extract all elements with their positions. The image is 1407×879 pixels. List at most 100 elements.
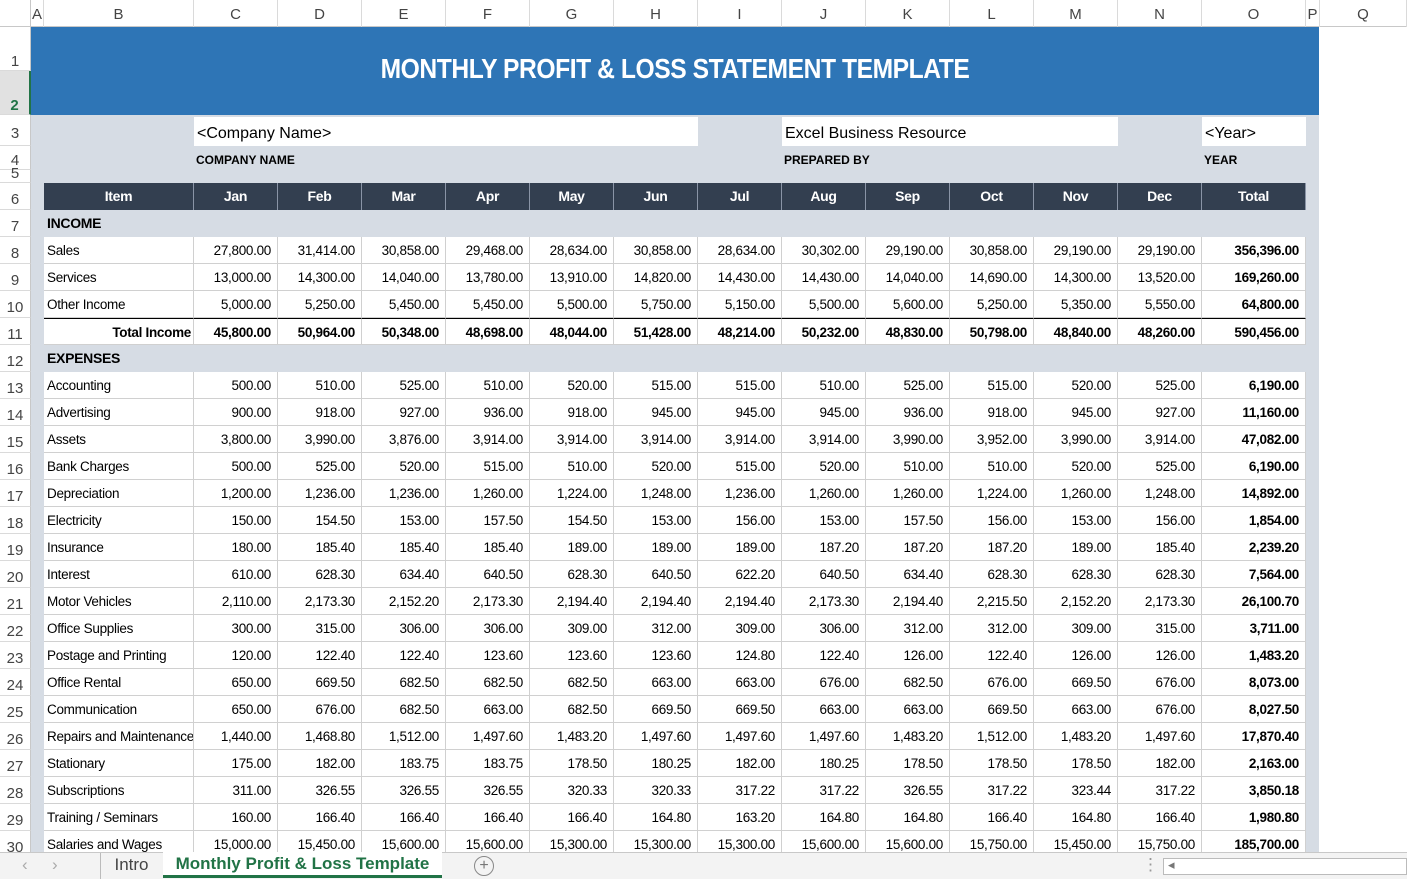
expense-row-cell[interactable]: 682.50 xyxy=(530,669,614,696)
expense-row-cell[interactable]: 320.33 xyxy=(614,777,698,804)
expense-row-cell[interactable]: 126.00 xyxy=(1034,642,1118,669)
expense-row-cell[interactable]: 2,173.30 xyxy=(782,588,866,615)
expense-row-cell[interactable]: 669.50 xyxy=(1034,669,1118,696)
row-header-27[interactable]: 27 xyxy=(0,750,31,777)
expense-row-cell[interactable]: 309.00 xyxy=(1034,615,1118,642)
expense-row-cell[interactable]: 1,483.20 xyxy=(1202,642,1306,669)
expense-row-cell[interactable]: 185.40 xyxy=(1118,534,1202,561)
expense-row-cell[interactable]: 669.50 xyxy=(278,669,362,696)
expense-row-cell[interactable]: 166.40 xyxy=(950,804,1034,831)
expense-row-cell[interactable]: 918.00 xyxy=(950,399,1034,426)
expense-row-cell[interactable]: 2,194.40 xyxy=(614,588,698,615)
expense-row-cell[interactable]: 510.00 xyxy=(950,453,1034,480)
expense-row-label[interactable]: Training / Seminars xyxy=(44,804,194,831)
expense-row-cell[interactable]: 183.75 xyxy=(446,750,530,777)
income-row-cell[interactable]: 30,858.00 xyxy=(950,237,1034,264)
expense-row-cell[interactable]: 945.00 xyxy=(698,399,782,426)
expense-row-cell[interactable]: 515.00 xyxy=(446,453,530,480)
expense-row-cell[interactable]: 927.00 xyxy=(1118,399,1202,426)
expense-row-cell[interactable]: 185.40 xyxy=(446,534,530,561)
expense-row-cell[interactable]: 2,239.20 xyxy=(1202,534,1306,561)
column-header-N[interactable]: N xyxy=(1118,0,1202,27)
income-row-label[interactable]: Services xyxy=(44,264,194,291)
expense-row-cell[interactable]: 520.00 xyxy=(614,453,698,480)
expense-row-cell[interactable]: 628.30 xyxy=(1118,561,1202,588)
expense-row-cell[interactable]: 676.00 xyxy=(278,696,362,723)
income-row-cell[interactable]: 64,800.00 xyxy=(1202,291,1306,318)
column-header-I[interactable]: I xyxy=(698,0,782,27)
expense-row-cell[interactable]: 1,236.00 xyxy=(278,480,362,507)
column-header-K[interactable]: K xyxy=(866,0,950,27)
total-income-cell[interactable]: 51,428.00 xyxy=(614,318,698,345)
row-header-13[interactable]: 13 xyxy=(0,372,31,399)
income-row-cell[interactable]: 29,190.00 xyxy=(1034,237,1118,264)
column-header-P[interactable]: P xyxy=(1306,0,1320,27)
expense-row-cell[interactable]: 510.00 xyxy=(782,372,866,399)
expense-row-cell[interactable]: 312.00 xyxy=(950,615,1034,642)
expense-row-cell[interactable]: 628.30 xyxy=(278,561,362,588)
expense-row-cell[interactable]: 1,224.00 xyxy=(950,480,1034,507)
expense-row-cell[interactable]: 663.00 xyxy=(698,669,782,696)
total-income-cell[interactable]: 50,348.00 xyxy=(362,318,446,345)
row-header-24[interactable]: 24 xyxy=(0,669,31,696)
total-income-cell[interactable]: 50,232.00 xyxy=(782,318,866,345)
expense-row-cell[interactable]: 3,914.00 xyxy=(530,426,614,453)
expense-row-cell[interactable]: 8,027.50 xyxy=(1202,696,1306,723)
income-row-cell[interactable]: 14,040.00 xyxy=(866,264,950,291)
expense-row-cell[interactable]: 312.00 xyxy=(614,615,698,642)
expense-row-cell[interactable]: 515.00 xyxy=(698,372,782,399)
expense-row-cell[interactable]: 1,497.60 xyxy=(1118,723,1202,750)
expense-row-cell[interactable]: 3,711.00 xyxy=(1202,615,1306,642)
total-income-cell[interactable]: 590,456.00 xyxy=(1202,318,1306,345)
expense-row-cell[interactable]: 317.22 xyxy=(782,777,866,804)
expense-row-cell[interactable]: 47,082.00 xyxy=(1202,426,1306,453)
expense-row-cell[interactable]: 3,800.00 xyxy=(194,426,278,453)
income-row-cell[interactable]: 29,190.00 xyxy=(866,237,950,264)
expense-row-cell[interactable]: 1,260.00 xyxy=(446,480,530,507)
row-header-6[interactable]: 6 xyxy=(0,183,31,210)
income-row-cell[interactable]: 5,600.00 xyxy=(866,291,950,318)
expense-row-cell[interactable]: 682.50 xyxy=(362,669,446,696)
expense-row-cell[interactable]: 676.00 xyxy=(950,669,1034,696)
expense-row-label[interactable]: Office Supplies xyxy=(44,615,194,642)
expense-row-cell[interactable]: 126.00 xyxy=(1118,642,1202,669)
expense-row-cell[interactable]: 185.40 xyxy=(362,534,446,561)
row-header-10[interactable]: 10 xyxy=(0,291,31,318)
expense-row-cell[interactable]: 676.00 xyxy=(1118,696,1202,723)
scroll-tabs-left-icon[interactable]: ‹ xyxy=(22,855,28,874)
column-header-F[interactable]: F xyxy=(446,0,530,27)
expense-row-cell[interactable]: 1,248.00 xyxy=(1118,480,1202,507)
expense-row-cell[interactable]: 669.50 xyxy=(614,696,698,723)
row-header-4[interactable]: 4 xyxy=(0,146,31,170)
expense-row-cell[interactable]: 515.00 xyxy=(950,372,1034,399)
scroll-left-icon[interactable]: ◂ xyxy=(1168,857,1175,872)
expense-row-cell[interactable]: 178.50 xyxy=(530,750,614,777)
expense-row-cell[interactable]: 634.40 xyxy=(362,561,446,588)
expense-row-cell[interactable]: 183.75 xyxy=(362,750,446,777)
scroll-tabs-right-icon[interactable]: › xyxy=(52,855,58,874)
expense-row-cell[interactable]: 17,870.40 xyxy=(1202,723,1306,750)
expense-row-cell[interactable]: 320.33 xyxy=(530,777,614,804)
expense-row-cell[interactable]: 3,914.00 xyxy=(698,426,782,453)
expense-row-cell[interactable]: 178.50 xyxy=(1034,750,1118,777)
income-row-cell[interactable]: 13,000.00 xyxy=(194,264,278,291)
expense-row-cell[interactable]: 520.00 xyxy=(530,372,614,399)
expense-row-cell[interactable]: 622.20 xyxy=(698,561,782,588)
income-row-cell[interactable]: 31,414.00 xyxy=(278,237,362,264)
expense-row-cell[interactable]: 1,248.00 xyxy=(614,480,698,507)
expense-row-label[interactable]: Interest xyxy=(44,561,194,588)
expense-row-cell[interactable]: 510.00 xyxy=(530,453,614,480)
expense-row-cell[interactable]: 8,073.00 xyxy=(1202,669,1306,696)
expense-row-cell[interactable]: 163.20 xyxy=(698,804,782,831)
row-header-15[interactable]: 15 xyxy=(0,426,31,453)
expense-row-cell[interactable]: 520.00 xyxy=(782,453,866,480)
income-row-cell[interactable]: 29,190.00 xyxy=(1118,237,1202,264)
expense-row-cell[interactable]: 945.00 xyxy=(1034,399,1118,426)
row-header-7[interactable]: 7 xyxy=(0,210,31,237)
expense-row-label[interactable]: Office Rental xyxy=(44,669,194,696)
income-row-cell[interactable]: 27,800.00 xyxy=(194,237,278,264)
expense-row-cell[interactable]: 153.00 xyxy=(614,507,698,534)
expense-row-cell[interactable]: 628.30 xyxy=(1034,561,1118,588)
expense-row-cell[interactable]: 510.00 xyxy=(278,372,362,399)
expense-row-label[interactable]: Repairs and Maintenance xyxy=(44,723,194,750)
